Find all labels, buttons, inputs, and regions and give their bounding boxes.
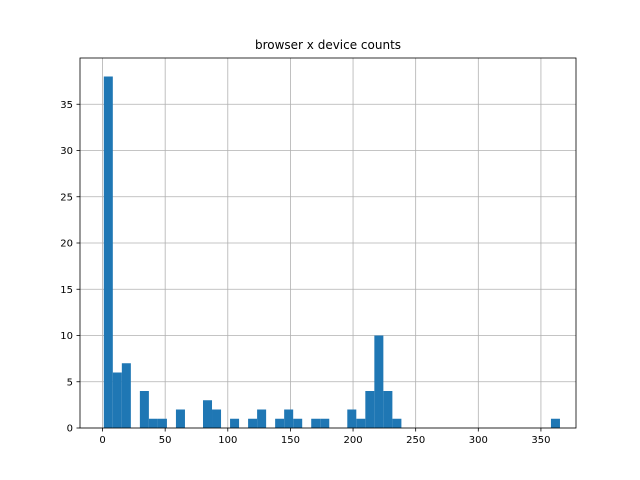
x-tick-label: 50 [159, 435, 172, 446]
chart-title: browser x device counts [255, 38, 401, 52]
histogram-bar [320, 418, 330, 428]
histogram-bar [157, 418, 167, 428]
y-tick-label: 25 [60, 192, 73, 203]
x-tick-label: 150 [281, 435, 300, 446]
histogram-bar [374, 335, 384, 428]
histogram-bar [148, 418, 158, 428]
histogram-bar [293, 418, 303, 428]
histogram-bar [248, 418, 258, 428]
x-tick-label: 250 [406, 435, 425, 446]
histogram-bar [347, 409, 357, 428]
histogram-bar [121, 363, 131, 428]
histogram-bar [212, 409, 222, 428]
x-tick-label: 100 [218, 435, 237, 446]
histogram-bar [356, 418, 366, 428]
x-tick-label: 350 [531, 435, 550, 446]
histogram-bar [383, 391, 393, 428]
histogram-bar [392, 418, 402, 428]
histogram-bar [550, 418, 560, 428]
x-tick-label: 200 [344, 435, 363, 446]
axes-layer: 0 50 100 150 200 250 300 350 0 5 10 15 20 25 30 35 [60, 100, 550, 446]
y-tick-label: 0 [67, 424, 73, 435]
histogram-bar [284, 409, 294, 428]
histogram-bar [175, 409, 185, 428]
histogram-bar [112, 372, 122, 428]
y-tick-label: 5 [67, 377, 73, 388]
x-tick-label: 300 [469, 435, 488, 446]
y-tick-label: 15 [60, 285, 73, 296]
histogram-bar [365, 391, 375, 428]
y-tick-label: 30 [60, 146, 73, 157]
histogram-bar [230, 418, 240, 428]
grid-layer [80, 58, 576, 429]
histogram-bar [103, 76, 113, 428]
y-tick-label: 35 [60, 100, 73, 111]
histogram-bar [275, 418, 285, 428]
bars-layer [103, 76, 560, 428]
histogram-bar [139, 391, 149, 428]
histogram-bar [311, 418, 321, 428]
histogram-bar [257, 409, 267, 428]
x-tick-label: 0 [99, 435, 105, 446]
y-tick-label: 20 [60, 239, 73, 250]
y-tick-label: 10 [60, 331, 73, 342]
histogram-bar [202, 400, 213, 428]
